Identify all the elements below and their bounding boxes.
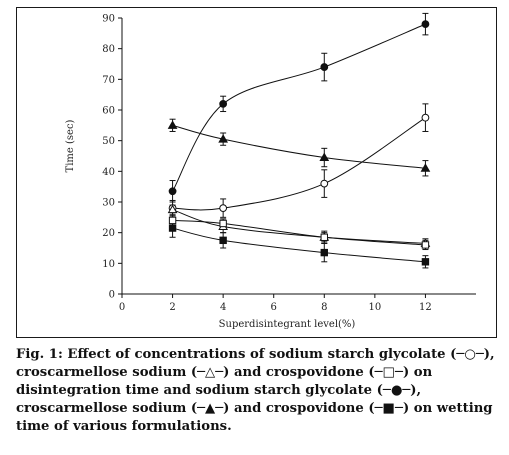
x-tick-label: 8 (321, 302, 327, 313)
data-point-open-triangle (167, 204, 178, 214)
data-point-filled-triangle (218, 134, 229, 143)
y-tick-label: 40 (102, 167, 115, 178)
series-line-3 (172, 124, 426, 169)
data-point-filled-circle (219, 99, 228, 108)
data-point-filled-square (219, 236, 227, 245)
y-tick-label: 20 (102, 228, 115, 239)
data-point-filled-square (168, 224, 177, 232)
series-line-5 (172, 219, 426, 246)
x-tick-label: 6 (271, 302, 277, 313)
y-tick-label: 50 (102, 136, 115, 147)
y-tick-label: 30 (102, 198, 115, 209)
data-point-filled-circle (320, 63, 329, 71)
line-chart: 0 10 20 30 40 50 60 70 80 90 0 2 4 6 8 10 12 Superdisinte… (65, 12, 476, 330)
y-tick-label: 90 (102, 14, 115, 25)
y-tick-label: 70 (102, 75, 115, 86)
x-axis-title: Superdisintegrant level(%) (219, 319, 356, 330)
figure-frame: 0 10 20 30 40 50 60 70 80 90 0 2 4 6 8 10 12 Superdisinte… (16, 7, 497, 338)
data-point-filled-triangle (319, 152, 330, 162)
series-line-1 (172, 23, 426, 192)
data-point-open-square (320, 233, 328, 241)
data-point-open-square (219, 219, 227, 228)
series-line-4 (172, 209, 426, 244)
y-tick-label: 80 (102, 44, 115, 55)
y-axis-title: Time (sec) (65, 119, 76, 172)
y-tick-label: 10 (102, 259, 115, 270)
series-line-2 (172, 117, 426, 211)
figure-caption: Fig. 1: Effect of concentrations of sodi… (16, 347, 495, 434)
data-point-filled-square (421, 258, 430, 266)
x-tick-label: 2 (169, 302, 175, 313)
x-tick-label: 12 (419, 302, 432, 313)
data-point-filled-triangle (167, 120, 178, 129)
data-point-filled-square (320, 248, 328, 257)
x-tick-label: 10 (368, 302, 381, 313)
x-tick-label: 4 (220, 302, 226, 313)
data-point-filled-triangle (420, 163, 431, 172)
data-point-filled-circle (421, 20, 430, 29)
y-tick-label: 0 (109, 290, 115, 301)
data-point-filled-circle (168, 187, 177, 196)
data-point-open-circle (219, 204, 228, 213)
data-point-open-circle (421, 113, 430, 122)
y-tick-label: 60 (102, 106, 115, 117)
data-point-open-circle (320, 179, 329, 188)
data-point-open-square (421, 241, 430, 249)
series-line-6 (172, 227, 426, 263)
data-point-open-square (168, 216, 177, 225)
x-tick-label: 0 (119, 302, 125, 313)
